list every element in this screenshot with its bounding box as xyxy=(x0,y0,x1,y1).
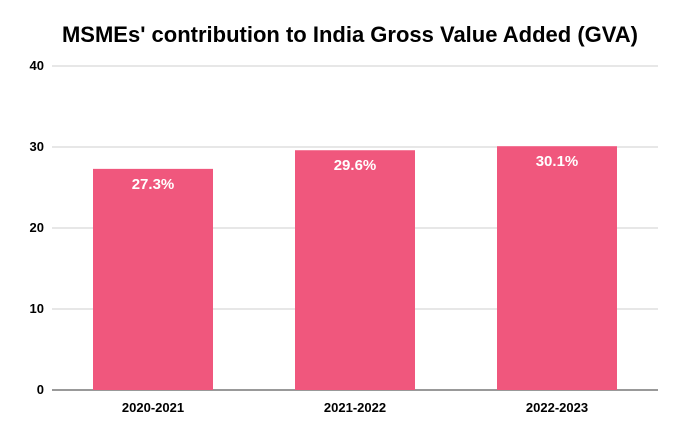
y-tick-label: 0 xyxy=(37,382,44,397)
y-tick-label: 10 xyxy=(30,301,44,316)
bar-2022-2023 xyxy=(497,146,617,390)
data-labels: 27.3% 29.6% 30.1% xyxy=(132,153,579,193)
y-axis-ticks: 0 10 20 30 40 xyxy=(30,58,44,397)
y-tick-label: 40 xyxy=(30,58,44,73)
y-tick-label: 30 xyxy=(30,139,44,154)
bars xyxy=(93,146,617,390)
bar-2021-2022 xyxy=(295,150,415,390)
bar-data-label: 27.3% xyxy=(132,176,175,193)
x-tick-label: 2022-2023 xyxy=(526,400,588,415)
x-axis-ticks: 2020-2021 2021-2022 2022-2023 xyxy=(122,400,588,415)
bar-data-label: 29.6% xyxy=(334,157,377,174)
x-tick-label: 2020-2021 xyxy=(122,400,184,415)
bar-2020-2021 xyxy=(93,168,213,390)
bar-data-label: 30.1% xyxy=(536,153,579,170)
x-tick-label: 2021-2022 xyxy=(324,400,386,415)
y-tick-label: 20 xyxy=(30,220,44,235)
chart-title: MSMEs' contribution to India Gross Value… xyxy=(62,22,638,47)
